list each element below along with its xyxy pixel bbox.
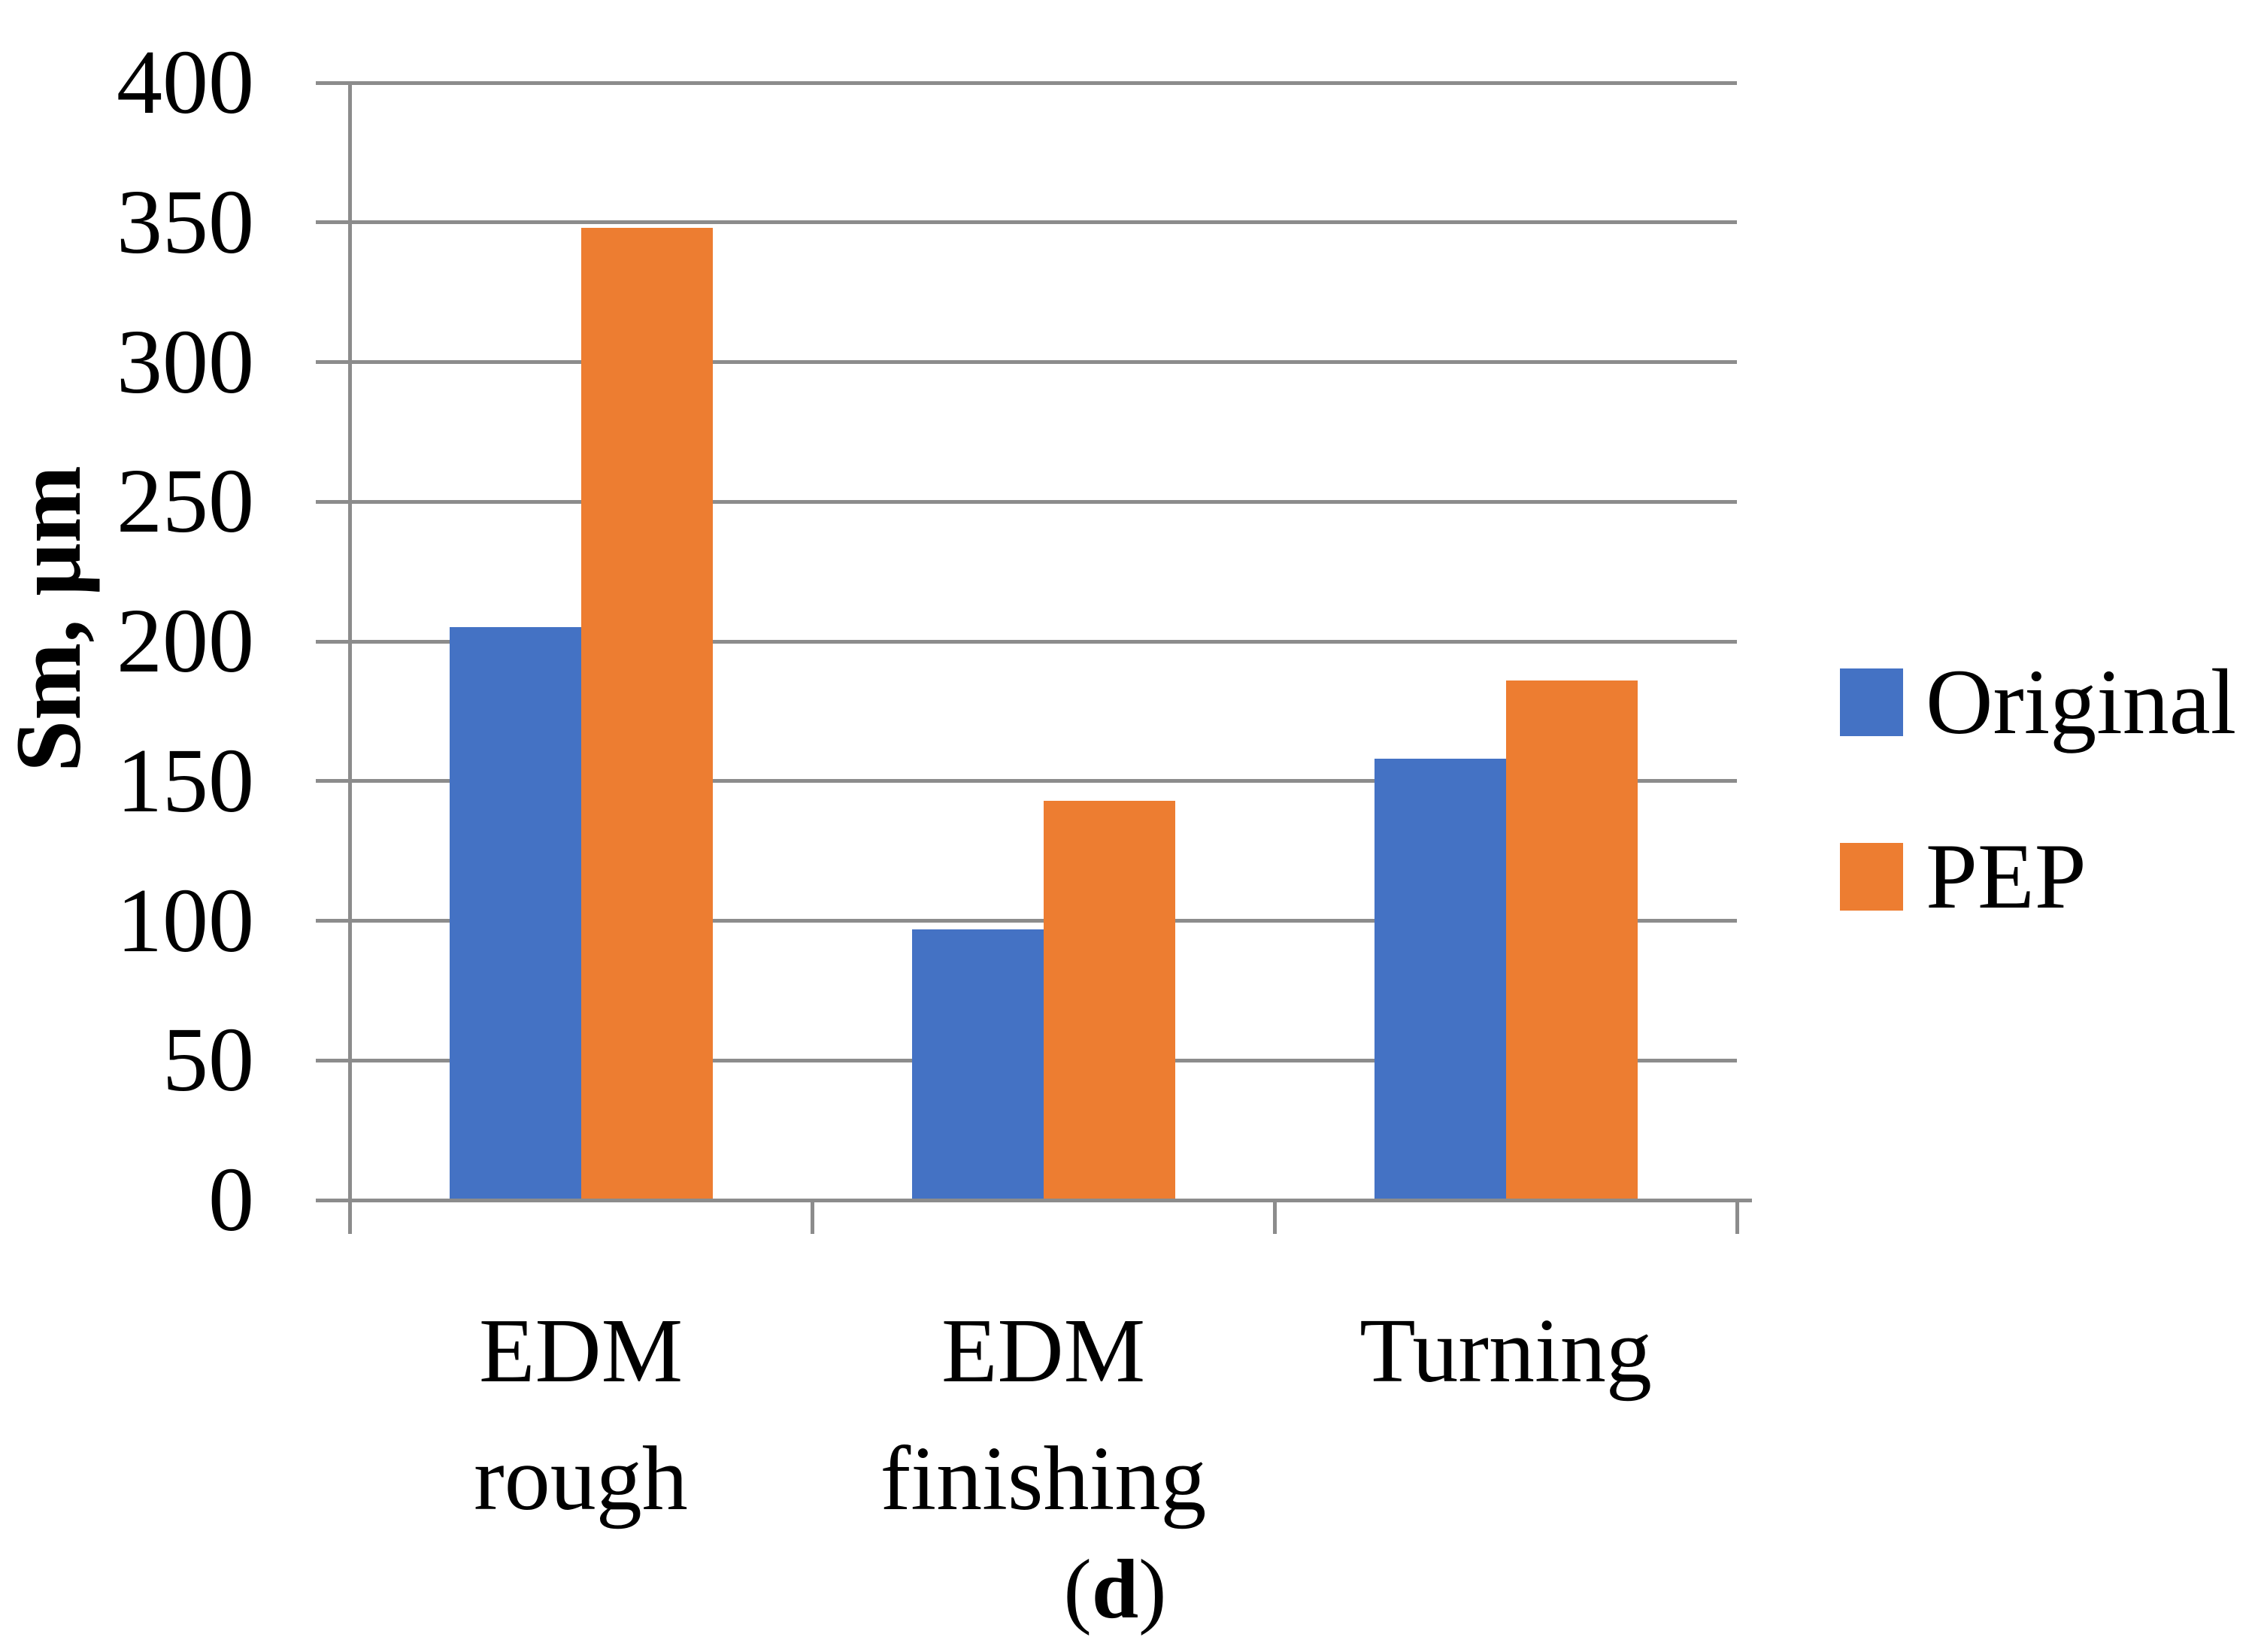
y-axis-tick-0	[316, 1198, 350, 1202]
x-axis-line	[350, 1198, 1752, 1202]
caption-open-paren: (	[1063, 1543, 1092, 1636]
legend-label-pep: PEP	[1926, 825, 2087, 928]
gridline-300	[350, 360, 1737, 364]
legend-swatch-pep	[1840, 843, 1903, 911]
legend-item-pep: PEP	[1840, 830, 2087, 923]
y-tick-label-50: 50	[162, 1009, 254, 1111]
x-category-label-1-line-1: finishing	[880, 1428, 1207, 1529]
bar-pep-turning	[1505, 681, 1638, 1200]
caption-letter: d	[1091, 1543, 1139, 1636]
bar-pep-edm-finishing	[1043, 800, 1175, 1200]
y-tick-label-400: 400	[117, 32, 254, 133]
x-axis-tick-2	[1272, 1200, 1277, 1234]
y-axis-tick-300	[316, 360, 350, 364]
y-tick-label-350: 350	[117, 171, 254, 273]
caption-close-paren: )	[1138, 1543, 1167, 1636]
figure-caption: (d)	[0, 1547, 2230, 1632]
y-axis-tick-50	[316, 1058, 350, 1062]
gridline-350	[350, 220, 1737, 225]
gridline-150	[350, 779, 1737, 784]
y-tick-label-100: 100	[117, 869, 254, 971]
y-tick-label-0: 0	[208, 1149, 254, 1250]
legend-swatch-original	[1840, 668, 1903, 736]
x-category-label-1: EDM finishing	[812, 1287, 1274, 1543]
bar-pep-edm-rough	[580, 228, 713, 1200]
gridline-200	[350, 639, 1737, 644]
bar-original-edm-finishing	[911, 929, 1044, 1200]
x-category-label-0-line-1: rough	[474, 1428, 688, 1529]
x-category-label-0-line-0: EDM	[478, 1300, 683, 1402]
y-axis-title: Sm, μm	[0, 465, 100, 772]
gridline-400	[350, 80, 1737, 85]
y-axis-tick-200	[316, 639, 350, 644]
x-axis-tick-1	[810, 1200, 814, 1234]
y-tick-label-250: 250	[117, 450, 254, 553]
bar-original-edm-rough	[449, 627, 581, 1200]
x-category-label-2-line-0: Turning	[1359, 1300, 1652, 1402]
y-axis-tick-350	[316, 220, 350, 225]
legend-label-original: Original	[1926, 650, 2237, 753]
y-axis-tick-400	[316, 80, 350, 85]
y-axis-line	[347, 83, 352, 1232]
gridline-250	[350, 499, 1737, 504]
y-axis-tick-150	[316, 779, 350, 784]
y-axis-tick-100	[316, 919, 350, 923]
x-axis-tick-3	[1735, 1200, 1739, 1234]
y-tick-label-150: 150	[117, 729, 254, 832]
y-tick-label-200: 200	[117, 590, 254, 692]
y-axis-tick-250	[316, 499, 350, 504]
x-category-label-0: EDM rough	[350, 1287, 812, 1543]
bar-original-turning	[1374, 759, 1506, 1200]
x-category-label-2: Turning	[1274, 1287, 1737, 1415]
x-category-label-1-line-0: EDM	[941, 1300, 1146, 1402]
y-tick-label-300: 300	[117, 311, 254, 413]
legend-item-original: Original	[1840, 656, 2236, 749]
